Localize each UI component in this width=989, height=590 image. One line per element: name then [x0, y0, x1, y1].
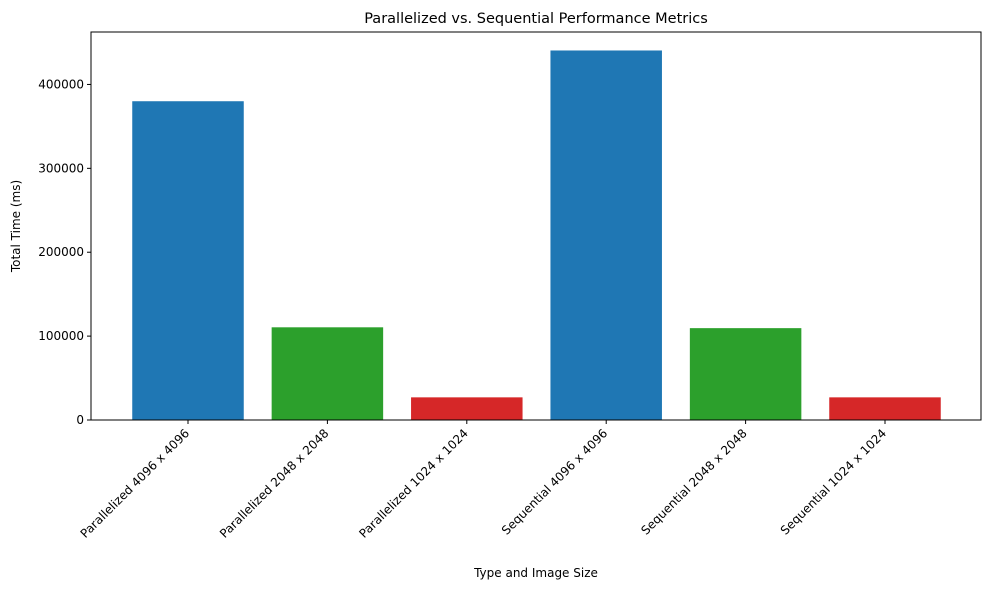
x-tick-label: Parallelized 4096 x 4096: [78, 426, 193, 541]
y-axis-ticks: 0 100000 200000 300000 400000: [38, 77, 91, 427]
bars-group: [132, 50, 941, 421]
bar-4: [550, 50, 662, 420]
bar-5: [689, 328, 802, 420]
y-tick-label: 400000: [38, 77, 84, 91]
bar-1: [132, 101, 244, 421]
bar-2: [271, 327, 384, 420]
y-tick-label: 100000: [38, 329, 84, 343]
x-tick-label: Parallelized 1024 x 1024: [356, 426, 471, 541]
y-tick-label: 0: [76, 413, 84, 427]
plot-frame: [90, 31, 982, 421]
y-tick-label: 300000: [38, 161, 84, 175]
bar-6: [829, 397, 941, 420]
y-axis-label: Total Time (ms): [9, 180, 23, 273]
x-tick-label: Sequential 1024 x 1024: [778, 426, 889, 537]
bar-3: [411, 397, 523, 420]
x-tick-label: Parallelized 2048 x 2048: [217, 426, 332, 541]
chart-title: Parallelized vs. Sequential Performance …: [364, 11, 708, 27]
x-axis-ticks: Parallelized 4096 x 4096 Parallelized 204…: [78, 420, 889, 541]
x-tick-label: Sequential 4096 x 4096: [499, 426, 610, 537]
y-tick-label: 200000: [38, 245, 84, 259]
x-tick-label: Sequential 2048 x 2048: [638, 426, 749, 537]
x-axis-label: Type and Image Size: [473, 566, 598, 580]
